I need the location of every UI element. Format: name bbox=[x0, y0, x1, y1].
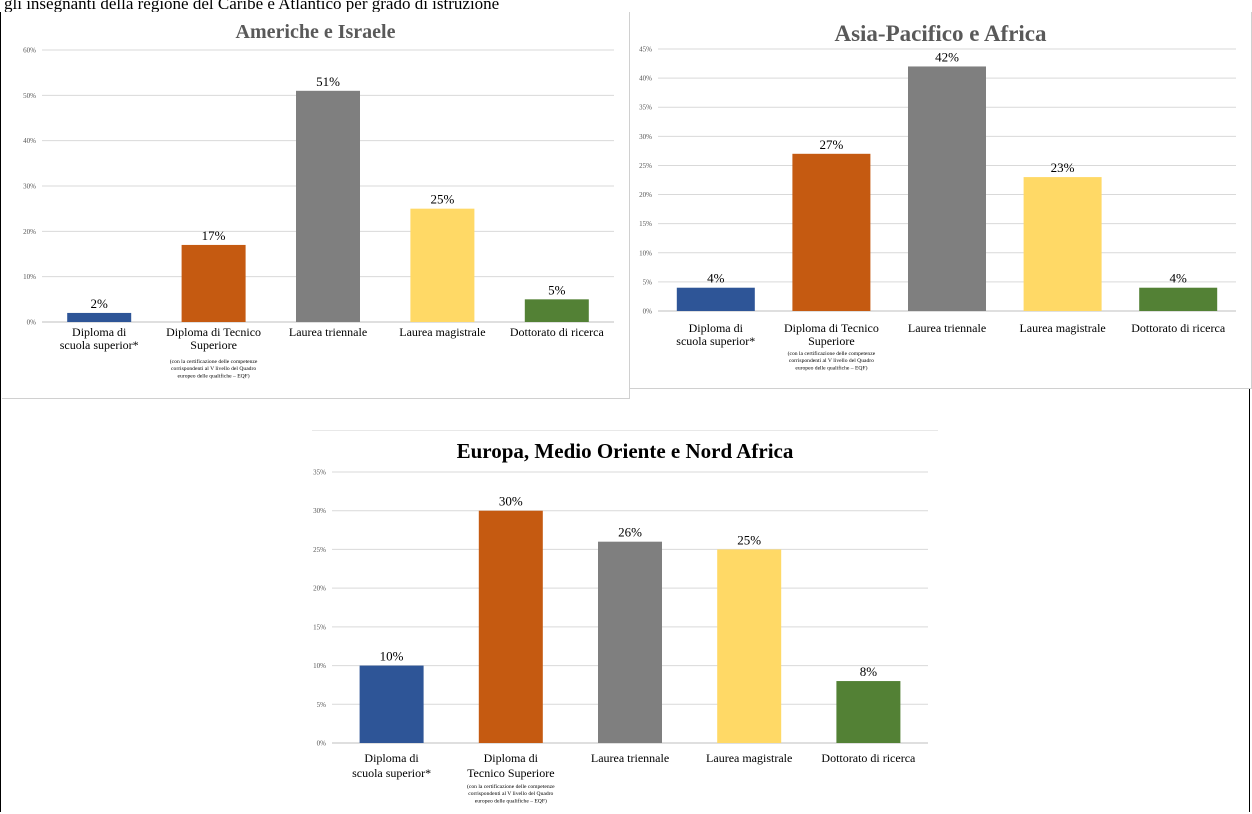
y-tick-label: 10% bbox=[639, 249, 652, 257]
category-label: Diploma di Tecnico bbox=[166, 325, 261, 339]
y-tick-label: 10% bbox=[23, 273, 36, 281]
chart-americhe-svg: Americhe e Israele 0% 10% 20% 30% 40% 50% 60% 2%… bbox=[2, 12, 629, 398]
data-label: 26% bbox=[618, 525, 642, 540]
y-tick-label: 40% bbox=[639, 75, 652, 83]
bar-1 bbox=[67, 313, 131, 322]
data-label: 2% bbox=[91, 296, 109, 311]
y-tick-label: 5% bbox=[643, 278, 653, 286]
category-note: europeo delle qualifiche – EQF) bbox=[795, 364, 867, 371]
chart-title: Americhe e Israele bbox=[236, 21, 396, 43]
category-label: Diploma di bbox=[689, 321, 744, 335]
bar-3 bbox=[598, 542, 662, 743]
category-label: Diploma di bbox=[364, 751, 419, 765]
category-label: Diploma di bbox=[484, 751, 539, 765]
chart-title: Asia-Pacifico e Africa bbox=[834, 21, 1047, 46]
category-label: Laurea triennale bbox=[908, 321, 986, 335]
bar-2 bbox=[792, 154, 870, 311]
data-label: 30% bbox=[499, 494, 523, 509]
y-tick-label: 15% bbox=[313, 623, 326, 631]
category-note: europeo delle qualifiche – EQF) bbox=[475, 797, 547, 804]
y-tick-label: 30% bbox=[23, 183, 36, 191]
bar-4 bbox=[1024, 177, 1102, 311]
category-label: scuola superior* bbox=[676, 334, 755, 348]
category-note: corrispondenti al V livello del Quadro bbox=[789, 358, 874, 364]
category-note: (con la certificazione delle competenze bbox=[170, 358, 258, 365]
y-tick-label: 20% bbox=[23, 228, 36, 236]
category-note: (con la certificazione delle competenze bbox=[467, 783, 555, 790]
y-tick-label: 25% bbox=[639, 162, 652, 170]
category-label: Dottorato di ricerca bbox=[510, 325, 605, 339]
category-label: Laurea triennale bbox=[289, 325, 367, 339]
category-label: Dottorato di ricerca bbox=[1131, 321, 1226, 335]
y-tick-label: 20% bbox=[639, 191, 652, 199]
category-label: Tecnico Superiore bbox=[467, 766, 554, 780]
data-label: 42% bbox=[935, 49, 959, 64]
chart-europa-medio-oriente: Europa, Medio Oriente e Nord Africa 0% 5% 1… bbox=[312, 430, 938, 814]
bar-3 bbox=[296, 91, 360, 322]
bar-1 bbox=[360, 666, 424, 743]
bar-3 bbox=[908, 66, 986, 311]
y-tick-label: 30% bbox=[639, 133, 652, 141]
chart-asia-svg: Asia-Pacifico e Africa 0% 5% 10% 15% 20% 25% 30… bbox=[630, 12, 1251, 388]
data-label: 10% bbox=[380, 649, 404, 664]
chart-title: Europa, Medio Oriente e Nord Africa bbox=[457, 439, 794, 463]
category-label: Superiore bbox=[808, 334, 855, 348]
data-label: 4% bbox=[1170, 271, 1188, 286]
y-tick-label: 0% bbox=[643, 308, 653, 316]
category-label: Laurea magistrale bbox=[1019, 321, 1105, 335]
data-label: 5% bbox=[548, 282, 566, 297]
category-label: Laurea magistrale bbox=[706, 751, 792, 765]
data-label: 17% bbox=[202, 228, 226, 243]
category-label: scuola superior* bbox=[352, 766, 431, 780]
y-tick-label: 30% bbox=[313, 507, 326, 515]
category-label: Dottorato di ricerca bbox=[821, 751, 916, 765]
bar-2 bbox=[182, 245, 246, 322]
category-note: corrispondenti al V livello del Quadro bbox=[468, 791, 553, 797]
category-label: Diploma di Tecnico bbox=[784, 321, 879, 335]
data-label: 8% bbox=[860, 664, 878, 679]
y-tick-label: 50% bbox=[23, 92, 36, 100]
data-label: 25% bbox=[737, 532, 761, 547]
y-tick-label: 15% bbox=[639, 220, 652, 228]
chart-americhe-israele: Americhe e Israele 0% 10% 20% 30% 40% 50% 60% 2%… bbox=[2, 12, 630, 399]
y-tick-label: 40% bbox=[23, 137, 36, 145]
bar-4 bbox=[717, 549, 781, 743]
y-tick-label: 0% bbox=[317, 740, 327, 748]
data-label: 51% bbox=[316, 74, 340, 89]
data-label: 4% bbox=[707, 271, 725, 286]
bar-2 bbox=[479, 511, 543, 743]
bar-5 bbox=[525, 299, 589, 322]
category-label: Diploma di bbox=[72, 325, 127, 339]
category-note: corrispondenti al V livello del Quadro bbox=[171, 366, 256, 372]
category-label: scuola superior* bbox=[60, 338, 139, 352]
y-tick-label: 25% bbox=[313, 546, 326, 554]
y-tick-label: 45% bbox=[639, 46, 652, 54]
category-label: Laurea magistrale bbox=[399, 325, 485, 339]
y-tick-label: 10% bbox=[313, 662, 326, 670]
bar-1 bbox=[677, 288, 755, 311]
y-tick-label: 0% bbox=[27, 319, 37, 327]
chart-asia-pacifico-africa: Asia-Pacifico e Africa 0% 5% 10% 15% 20% 25% 30… bbox=[629, 12, 1252, 389]
category-note: europeo delle qualifiche – EQF) bbox=[178, 372, 250, 379]
y-tick-label: 20% bbox=[313, 585, 326, 593]
bar-5 bbox=[836, 681, 900, 743]
data-label: 27% bbox=[819, 137, 843, 152]
data-label: 23% bbox=[1051, 160, 1075, 175]
category-label: Superiore bbox=[190, 338, 237, 352]
y-tick-label: 35% bbox=[639, 104, 652, 112]
chart-europa-svg: Europa, Medio Oriente e Nord Africa 0% 5% 1… bbox=[312, 431, 938, 814]
bar-5 bbox=[1139, 288, 1217, 311]
data-label: 25% bbox=[430, 192, 454, 207]
bar-4 bbox=[410, 209, 474, 322]
y-tick-label: 60% bbox=[23, 47, 36, 55]
category-label: Laurea triennale bbox=[591, 751, 669, 765]
y-tick-label: 5% bbox=[317, 701, 327, 709]
y-tick-label: 35% bbox=[313, 469, 326, 477]
category-note: (con la certificazione delle competenze bbox=[788, 350, 876, 357]
